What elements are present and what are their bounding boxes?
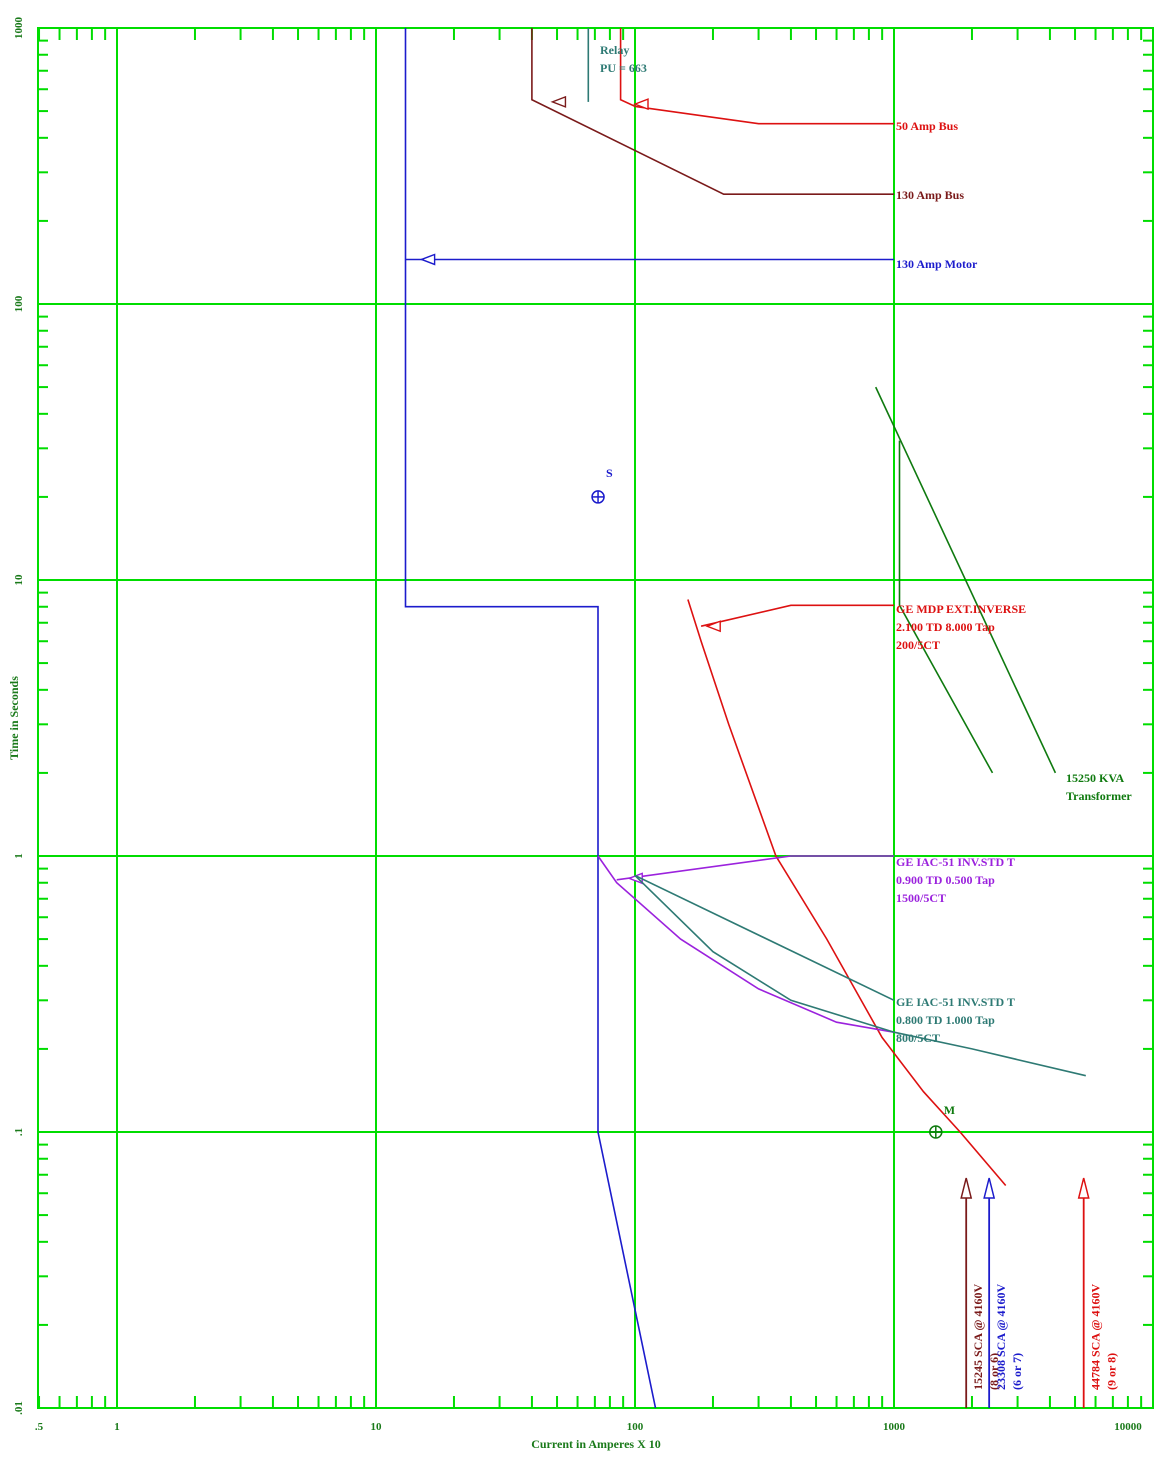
sc-arrow-head	[983, 1177, 996, 1199]
x-axis-label: Current in Amperes X 10	[531, 1437, 661, 1451]
short-circuit-arrows: 15245 SCA @ 4160V (8 or 6)23308 SCA @ 416…	[960, 1177, 1119, 1408]
sc-arrow-label: 44784 SCA @ 4160V	[1089, 1283, 1103, 1390]
y-tick-label: .01	[13, 1401, 25, 1415]
y-axis-label: Time in Seconds	[7, 676, 21, 760]
y-tick-label: 1000	[13, 17, 25, 40]
curve-label-iac1500: 1500/5CT	[896, 891, 946, 905]
sc-arrow-head	[1077, 1177, 1090, 1199]
y-tick-label: 100	[13, 295, 25, 312]
x-tick-label: 1000	[883, 1421, 906, 1433]
curve-label-iac800: 0.800 TD 1.000 Tap	[896, 1013, 995, 1027]
curve-label-motor130: 130 Amp Motor	[896, 257, 978, 271]
x-tick-label: 100	[627, 1421, 644, 1433]
x-tick-label: 1	[114, 1421, 120, 1433]
curve-label-mdp: 2.100 TD 8.000 Tap	[896, 620, 995, 634]
curve-xfmr-inrush	[898, 440, 994, 774]
curve-bus50	[619, 28, 894, 125]
fault-markers: SM	[591, 466, 955, 1139]
sc-arrow-label: 15245 SCA @ 4160V	[971, 1283, 985, 1390]
curve-label-xfmr: Transformer	[1066, 789, 1132, 803]
y-tick-label: 10	[13, 574, 25, 586]
curve-iac1500	[597, 855, 895, 1033]
curve-bus130-arrow	[550, 95, 567, 108]
x-tick-label: .5	[35, 1421, 44, 1433]
curve-label-iac1500: GE IAC-51 INV.STD T	[896, 855, 1015, 869]
x-tick-label: 10	[371, 1421, 383, 1433]
sc-arrow-label: 23308 SCA @ 4160V	[994, 1283, 1008, 1390]
curve-motor130-arrow	[419, 253, 436, 266]
curve-mdp-arrow	[705, 620, 721, 633]
curve-label-relay: Relay	[600, 43, 629, 57]
curve-labels: 50 Amp Bus 130 Amp Bus 130 Amp Motor Relay P…	[600, 43, 1132, 1045]
curve-mdp	[687, 599, 1007, 1187]
curve-label-mdp: 200/5CT	[896, 638, 940, 652]
plot-frame	[37, 27, 1154, 1409]
curve-iac1500-leader	[616, 855, 894, 881]
y-tick-label: 1	[13, 853, 25, 859]
sc-arrow-sublabel: (9 or 8)	[1105, 1353, 1119, 1390]
fault-marker-label: S	[606, 466, 613, 480]
curve-mdp-leader	[700, 604, 894, 627]
y-tick-label: .1	[13, 1128, 25, 1136]
curve-bus50-arrow	[633, 98, 649, 111]
curve-bus130	[531, 28, 894, 195]
frame-rect	[37, 27, 1154, 1409]
sc-arrow-sublabel: (8 or 6)	[987, 1353, 1001, 1390]
fault-marker-label: M	[944, 1103, 955, 1117]
curve-label-relay: PU = 663	[600, 61, 647, 75]
curve-xfmr	[874, 386, 1057, 774]
curve-label-mdp: GE MDP EXT.INVERSE	[896, 602, 1026, 616]
tick-marks	[38, 28, 1153, 1408]
grid	[38, 28, 1153, 1408]
curve-label-bus50: 50 Amp Bus	[896, 119, 958, 133]
sc-arrow-sublabel: (6 or 7)	[1010, 1353, 1024, 1390]
sc-arrow-head	[960, 1177, 973, 1199]
curve-label-iac1500: 0.900 TD 0.500 Tap	[896, 873, 995, 887]
curve-label-iac800: 800/5CT	[896, 1031, 940, 1045]
curve-label-bus130: 130 Amp Bus	[896, 188, 964, 202]
x-tick-label: 10000	[1114, 1421, 1142, 1433]
curve-label-iac800: GE IAC-51 INV.STD T	[896, 995, 1015, 1009]
curves	[404, 28, 1086, 1409]
tick-labels: .5 1 10 100 1000 10000 1000 100 10 1 .1 .01	[13, 17, 1142, 1434]
curve-label-xfmr: 15250 KVA	[1066, 771, 1124, 785]
curve-iac800-leader	[634, 874, 895, 1002]
curve-motor130	[404, 28, 657, 1409]
curve-iac800	[634, 874, 1086, 1077]
